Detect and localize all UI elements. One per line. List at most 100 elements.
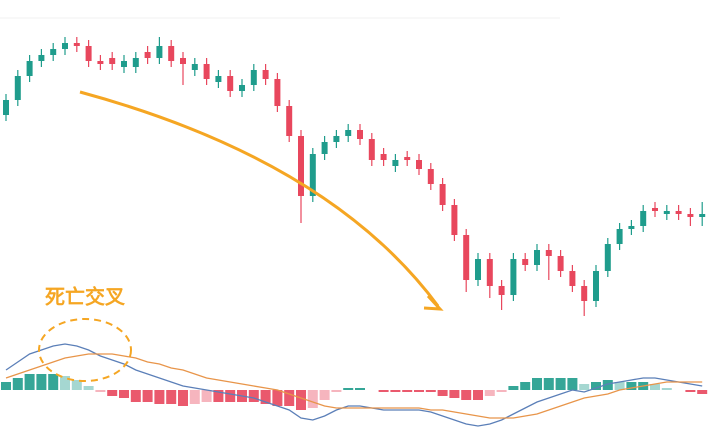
- candle-body: [227, 76, 234, 91]
- histogram-bar: [24, 374, 35, 390]
- histogram-bar: [555, 378, 566, 390]
- histogram-bar: [343, 388, 354, 390]
- candle-body: [73, 43, 80, 46]
- candle-body: [298, 136, 304, 196]
- candle-body: [180, 58, 186, 64]
- macd-pane: [1, 343, 708, 427]
- histogram-bar: [508, 386, 519, 390]
- candle-body: [85, 46, 92, 61]
- candle-body: [3, 100, 9, 115]
- histogram-bar: [272, 390, 283, 406]
- candle-body: [604, 244, 611, 271]
- candle-body: [215, 76, 222, 82]
- candle-body: [510, 259, 517, 295]
- candle-body: [486, 259, 493, 286]
- histogram-bar: [543, 378, 554, 390]
- histogram-bar: [60, 376, 70, 390]
- candle-body: [380, 154, 387, 160]
- candle-body: [14, 76, 21, 100]
- candle-body: [121, 61, 127, 67]
- histogram-bar: [355, 388, 365, 390]
- candle-body: [50, 49, 57, 55]
- histogram-bar: [390, 390, 401, 392]
- candle-body: [427, 169, 434, 184]
- candle-body: [534, 250, 540, 265]
- histogram-bar: [661, 388, 672, 390]
- candle-body: [545, 250, 552, 256]
- histogram-bar: [484, 390, 495, 396]
- arrow-head: [423, 294, 444, 311]
- candle-body: [109, 58, 116, 64]
- histogram-bar: [248, 390, 259, 402]
- histogram-bar: [319, 390, 330, 400]
- candle-body: [687, 214, 694, 217]
- candle-body: [156, 46, 163, 58]
- histogram-bar: [284, 390, 295, 406]
- candle-body: [475, 259, 481, 280]
- candle-body: [168, 46, 175, 61]
- histogram-bar: [142, 390, 153, 402]
- histogram-bar: [12, 378, 23, 390]
- histogram-bar: [532, 378, 542, 390]
- candle-body: [97, 61, 104, 64]
- cross-circle: [38, 318, 132, 382]
- candle-body: [250, 70, 257, 85]
- candle-body: [652, 208, 658, 211]
- candle-body: [191, 64, 198, 70]
- histogram-bar: [225, 390, 236, 402]
- candle-body: [675, 211, 682, 214]
- histogram-bar: [378, 390, 389, 392]
- candle-body: [463, 235, 470, 280]
- candle-body: [557, 256, 564, 271]
- candle-body: [321, 142, 328, 154]
- histogram-bar: [83, 386, 94, 390]
- candle-body: [569, 271, 576, 286]
- macd-line: [5, 353, 703, 419]
- candle-body: [286, 106, 293, 136]
- candle-body: [368, 139, 375, 160]
- candle-body: [593, 271, 599, 301]
- histogram-bar: [520, 382, 531, 390]
- candle-body: [628, 226, 635, 229]
- histogram-bar: [107, 390, 118, 396]
- candle-body: [581, 286, 588, 301]
- histogram-bar: [36, 374, 47, 390]
- histogram-bar: [626, 382, 637, 390]
- candle-body: [333, 136, 340, 142]
- histogram-bar: [473, 390, 483, 400]
- candle-body: [663, 211, 670, 214]
- histogram-bar: [437, 390, 448, 396]
- candle-body: [451, 205, 458, 235]
- candle-body: [203, 64, 210, 79]
- histogram-bar: [461, 390, 472, 400]
- candle-body: [392, 160, 399, 166]
- histogram-bar: [307, 390, 318, 408]
- histogram-bar: [296, 390, 306, 410]
- candle-body: [239, 85, 245, 91]
- histogram-bar: [178, 390, 188, 406]
- histogram-bar: [95, 390, 106, 392]
- histogram-bar: [154, 390, 165, 404]
- candle-body: [616, 229, 623, 244]
- candle-body: [309, 154, 316, 196]
- candle-body: [262, 70, 269, 79]
- candle-body: [699, 214, 706, 217]
- candle-body: [416, 160, 422, 169]
- candle-body: [38, 55, 45, 61]
- histogram-bar: [579, 384, 590, 390]
- candle-body: [26, 61, 33, 76]
- candle-body: [132, 58, 139, 67]
- histogram-bar: [189, 390, 200, 404]
- candle-body: [404, 157, 411, 160]
- histogram-bar: [496, 390, 507, 392]
- histogram-bar: [331, 390, 342, 392]
- histogram-bar: [449, 390, 460, 398]
- candle-body: [439, 184, 446, 205]
- candle-body: [640, 211, 647, 226]
- annotation: 死亡交叉: [45, 285, 126, 309]
- histogram-bar: [685, 390, 696, 392]
- histogram-bar: [71, 380, 82, 390]
- histogram-bar: [402, 390, 413, 392]
- histogram-bar: [213, 390, 224, 402]
